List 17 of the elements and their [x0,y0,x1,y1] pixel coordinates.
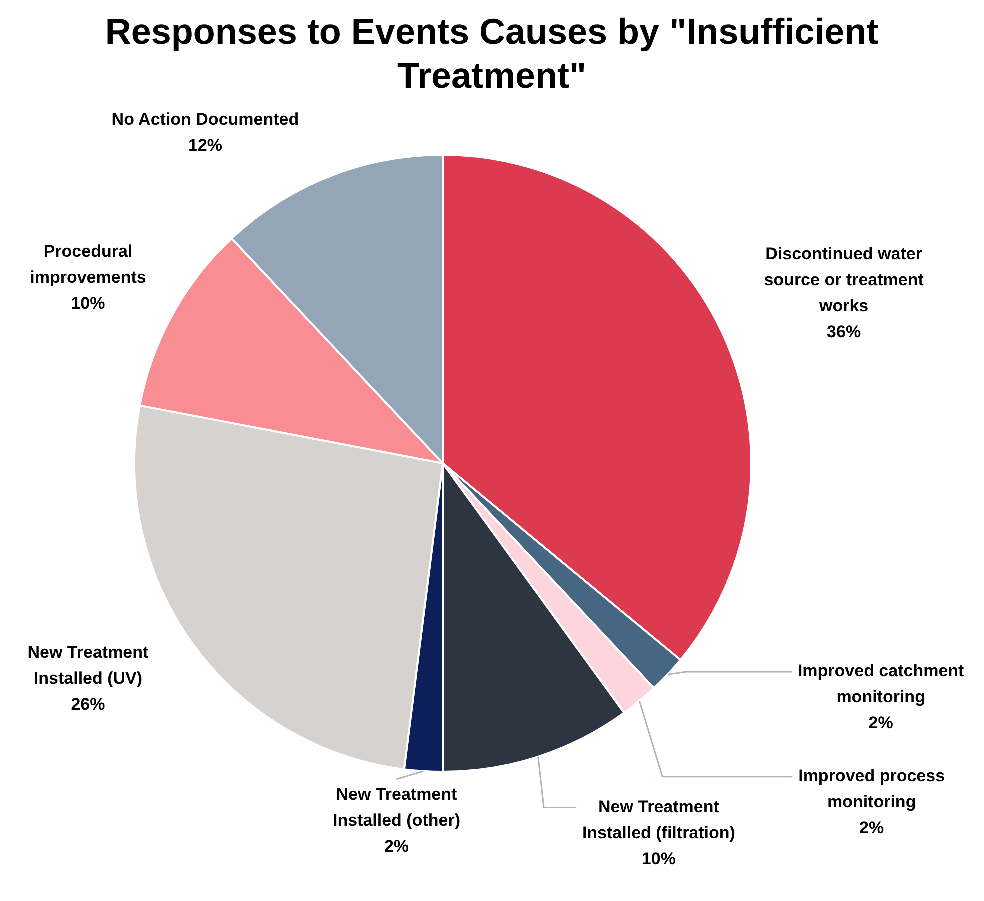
data-label: 36% [827,322,862,342]
slice-label: New Treatment Installed (filtration) [582,797,736,842]
slice-label: New Treatment Installed (other) [332,785,460,830]
data-label: 26% [71,695,106,714]
slice-label: No Action Documented [112,110,300,130]
slice-label: Procedural improvements [30,242,146,288]
data-label: 2% [860,818,884,838]
data-label: 12% [188,136,222,156]
chart-title: Responses to Events Causes by "Insufficient Treatment" [104,10,880,98]
data-label: 10% [71,294,106,314]
slice-label: Improved catchment monitoring [798,662,965,707]
slice-label: Discontinued water source or treatment works [764,244,924,316]
data-label: 2% [384,837,410,856]
slice-label: New Treatment Installed (UV) [28,643,150,688]
data-label: 10% [642,849,676,868]
data-label: 2% [868,714,894,733]
slice-label: Improved process monitoring [798,766,946,812]
